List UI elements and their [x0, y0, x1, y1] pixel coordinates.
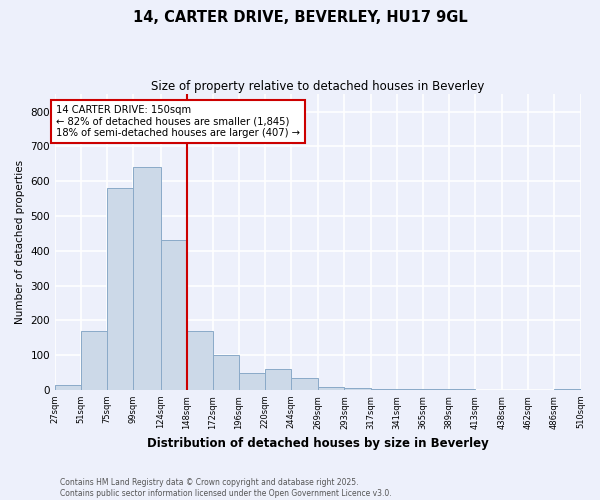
- Bar: [55, 384, 81, 390]
- Bar: [554, 389, 581, 390]
- X-axis label: Distribution of detached houses by size in Beverley: Distribution of detached houses by size …: [147, 437, 488, 450]
- Bar: [397, 388, 423, 390]
- Y-axis label: Number of detached properties: Number of detached properties: [15, 160, 25, 324]
- Bar: [133, 167, 161, 390]
- Text: 14 CARTER DRIVE: 150sqm
← 82% of detached houses are smaller (1,845)
18% of semi: 14 CARTER DRIVE: 150sqm ← 82% of detache…: [56, 104, 300, 138]
- Bar: [81, 331, 107, 390]
- Bar: [291, 378, 319, 390]
- Bar: [449, 389, 475, 390]
- Bar: [265, 369, 291, 390]
- Bar: [161, 240, 187, 390]
- Bar: [239, 372, 265, 390]
- Bar: [213, 355, 239, 390]
- Bar: [371, 388, 397, 390]
- Bar: [423, 389, 449, 390]
- Bar: [187, 331, 213, 390]
- Title: Size of property relative to detached houses in Beverley: Size of property relative to detached ho…: [151, 80, 484, 93]
- Bar: [319, 387, 344, 390]
- Text: Contains HM Land Registry data © Crown copyright and database right 2025.
Contai: Contains HM Land Registry data © Crown c…: [60, 478, 392, 498]
- Bar: [107, 188, 133, 390]
- Text: 14, CARTER DRIVE, BEVERLEY, HU17 9GL: 14, CARTER DRIVE, BEVERLEY, HU17 9GL: [133, 10, 467, 25]
- Bar: [344, 388, 371, 390]
